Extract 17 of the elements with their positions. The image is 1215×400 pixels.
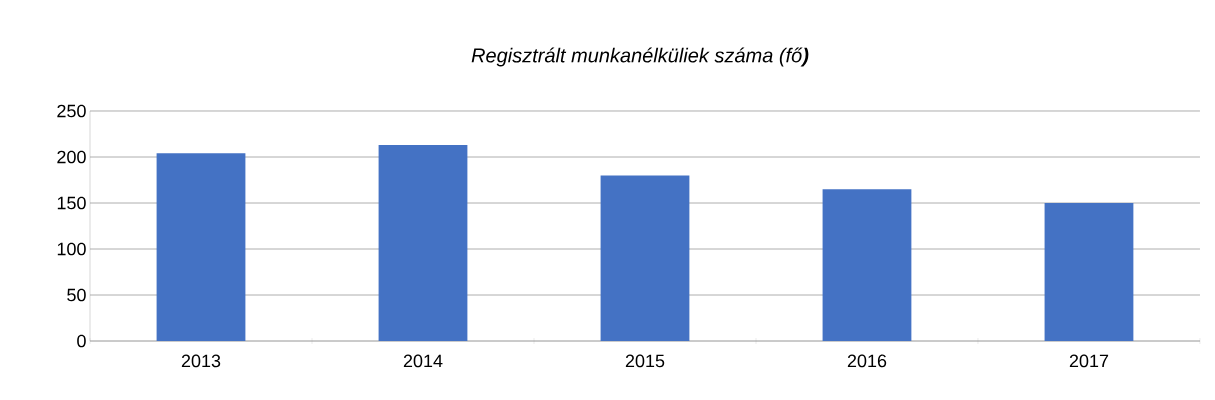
bar: [156, 153, 246, 341]
bar: [378, 145, 468, 341]
y-tick-label: 250: [57, 104, 86, 118]
y-tick-label: 50: [67, 288, 86, 302]
x-tick-label: 2015: [625, 354, 665, 368]
bar: [822, 189, 912, 341]
y-tick-label: 200: [57, 150, 86, 164]
y-tick-label: 150: [57, 196, 86, 210]
x-tick-label: 2014: [403, 354, 443, 368]
bar: [600, 175, 690, 341]
x-tick-label: 2016: [847, 354, 887, 368]
y-tick-label: 0: [77, 334, 86, 348]
bar: [1044, 203, 1134, 341]
x-tick-label: 2013: [181, 354, 221, 368]
chart-title: Regisztrált munkanélküliek száma (fő): [471, 47, 809, 67]
x-tick-label: 2017: [1069, 354, 1109, 368]
y-tick-label: 100: [57, 242, 86, 256]
